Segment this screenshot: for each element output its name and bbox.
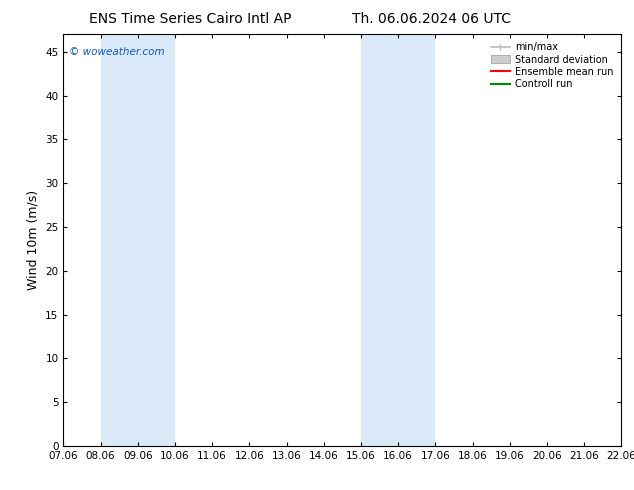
Bar (101, 34, 175, 446)
Y-axis label: Wind 10m (m/s): Wind 10m (m/s) (27, 190, 40, 290)
Text: Th. 06.06.2024 06 UTC: Th. 06.06.2024 06 UTC (352, 12, 510, 26)
Text: © woweather.com: © woweather.com (69, 47, 165, 57)
Legend: min/max, Standard deviation, Ensemble mean run, Controll run: min/max, Standard deviation, Ensemble me… (488, 39, 616, 92)
Text: ENS Time Series Cairo Intl AP: ENS Time Series Cairo Intl AP (89, 12, 292, 26)
Bar (361, 34, 436, 446)
